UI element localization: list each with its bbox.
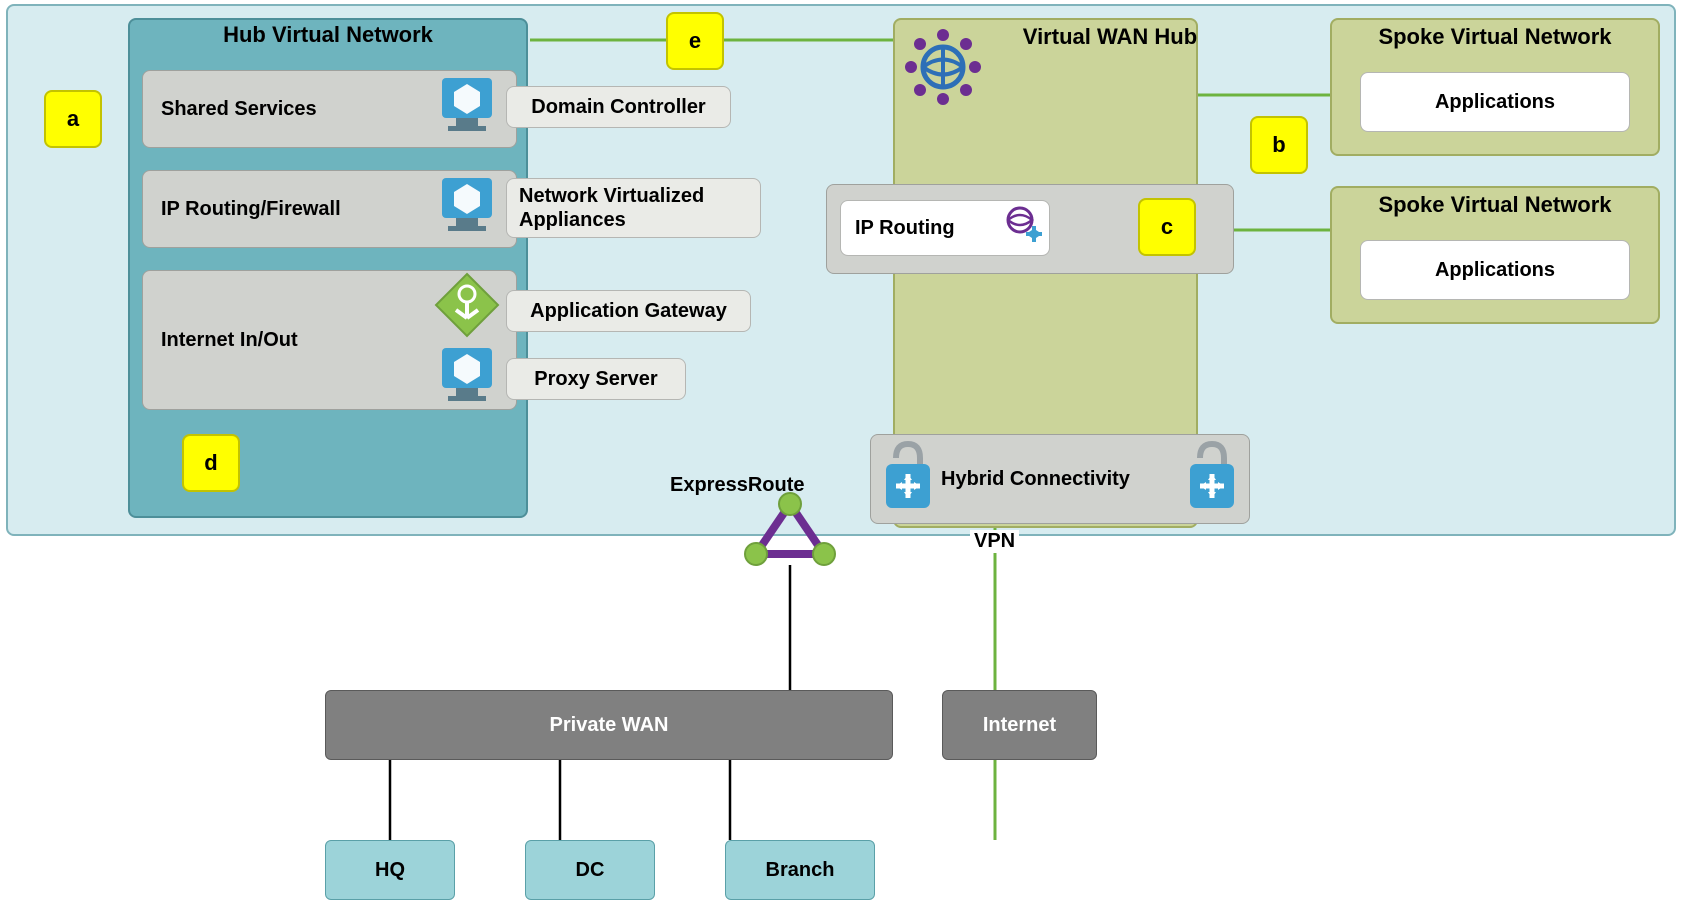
hub-ip-routing-label: IP Routing/Firewall (161, 198, 341, 221)
marker-c: c (1138, 198, 1196, 256)
vwan-hub-title: Virtual WAN Hub (980, 24, 1240, 50)
route-icon (1000, 202, 1052, 254)
spoke1-title: Spoke Virtual Network (1330, 24, 1660, 50)
domain-controller-label: Domain Controller (506, 86, 731, 128)
hq-block: HQ (325, 840, 455, 900)
spoke2-apps: Applications (1360, 240, 1630, 300)
vpn-label: VPN (970, 530, 1019, 553)
private-wan-block: Private WAN (325, 690, 893, 760)
proxy-server-label: Proxy Server (506, 358, 686, 400)
vm-icon (432, 172, 502, 242)
vpn-gateway-icon (878, 438, 938, 518)
vpn-gateway-icon (1182, 438, 1242, 518)
spoke2-title: Spoke Virtual Network (1330, 192, 1660, 218)
vm-icon (432, 342, 502, 412)
hub-shared-services-label: Shared Services (161, 98, 317, 121)
globe-icon (898, 22, 988, 112)
marker-d: d (182, 434, 240, 492)
expressroute-icon (740, 492, 840, 572)
branch-block: Branch (725, 840, 875, 900)
marker-e: e (666, 12, 724, 70)
app-gateway-icon (432, 270, 502, 340)
marker-a: a (44, 90, 102, 148)
app-gateway-label: Application Gateway (506, 290, 751, 332)
spoke1-apps: Applications (1360, 72, 1630, 132)
hub-internet-label: Internet In/Out (161, 329, 298, 352)
marker-b: b (1250, 116, 1308, 174)
nva-label: Network Virtualized Appliances (506, 178, 761, 238)
dc-block: DC (525, 840, 655, 900)
hub-vnet-title: Hub Virtual Network (128, 22, 528, 48)
vwan-ip-routing-label: IP Routing (855, 217, 955, 240)
hybrid-connectivity-label: Hybrid Connectivity (941, 467, 1130, 491)
internet-block: Internet (942, 690, 1097, 760)
vm-icon (432, 72, 502, 142)
